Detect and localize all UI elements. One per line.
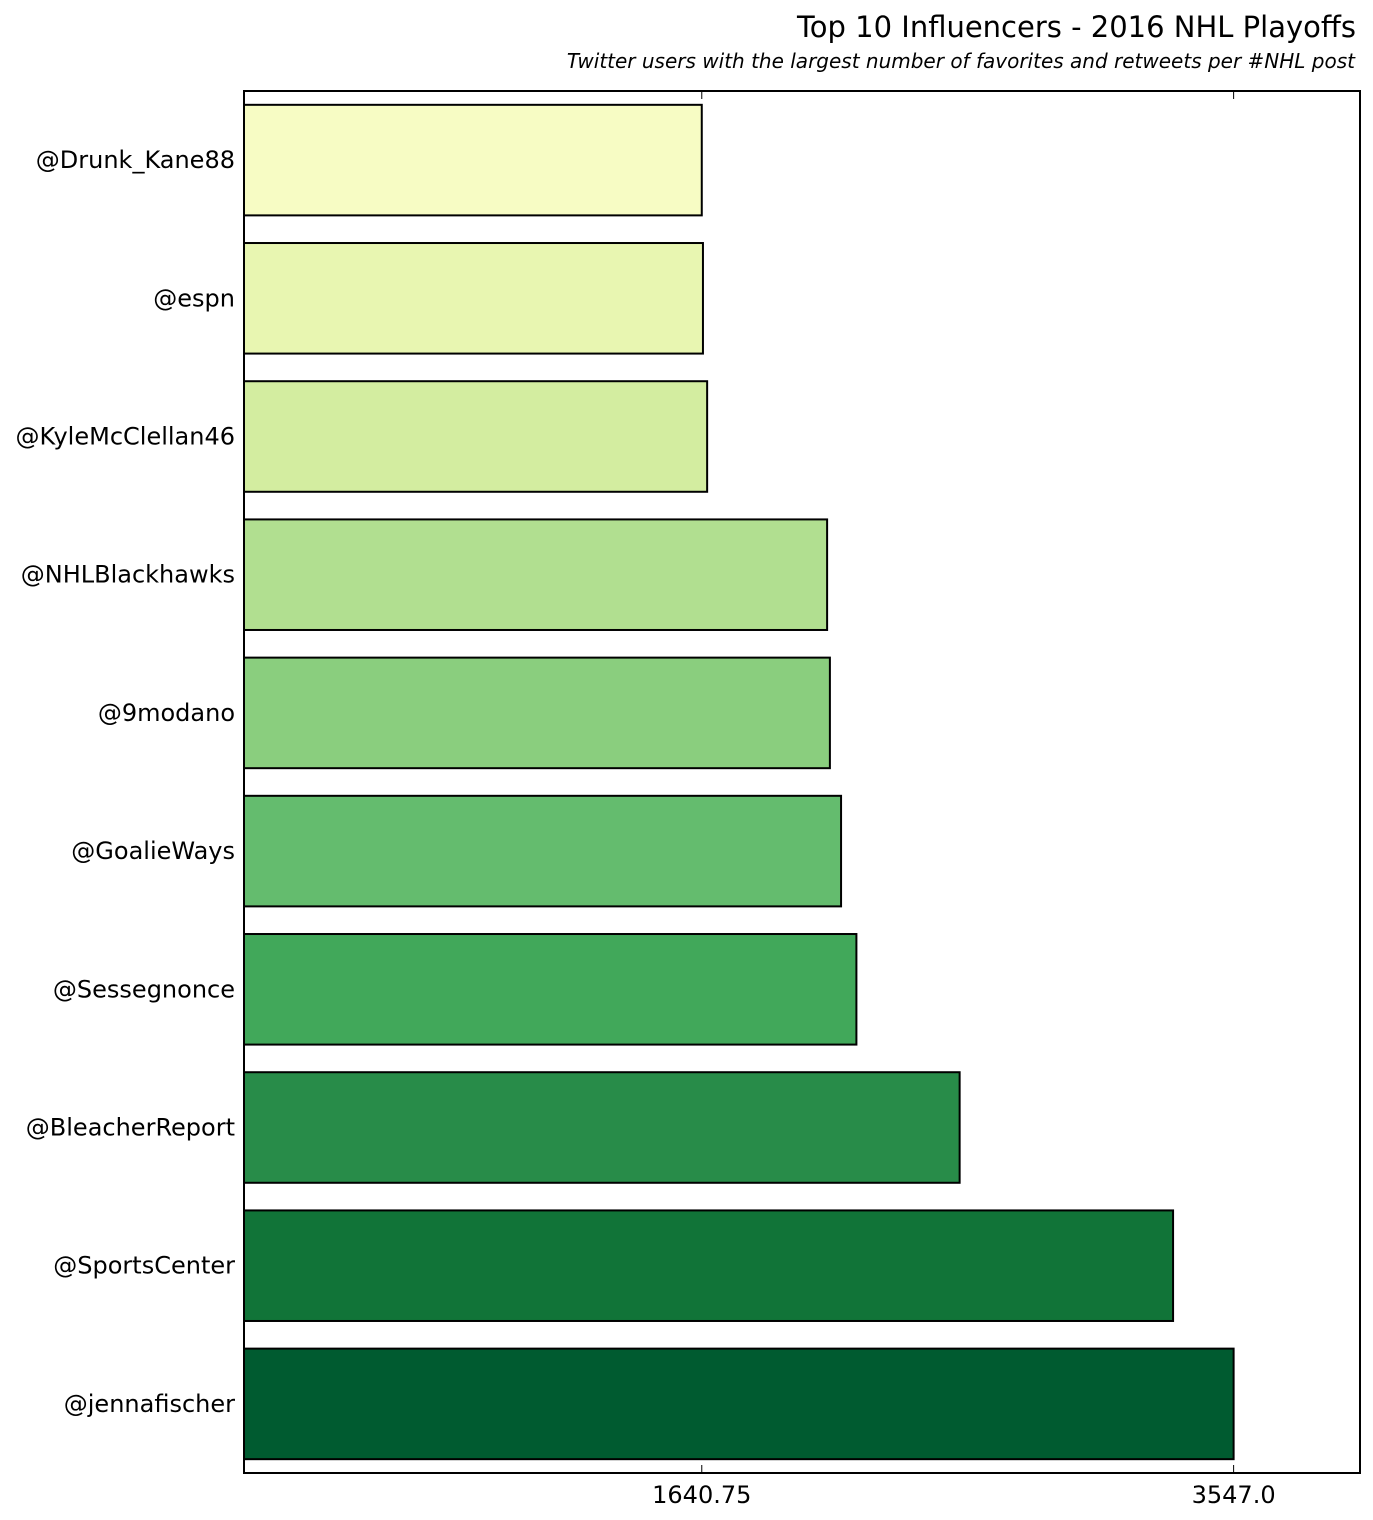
y-tick-label: @jennafischer bbox=[64, 1390, 235, 1418]
bar-sessegnonce bbox=[243, 933, 858, 1046]
y-tick-label: @Sessegnonce bbox=[53, 975, 235, 1003]
bar-drunk_kane88 bbox=[243, 103, 703, 217]
y-tick-label: @SportsCenter bbox=[53, 1252, 235, 1280]
bar-espn bbox=[243, 242, 704, 355]
chart-title: Top 10 Influencers - 2016 NHL Playoffs bbox=[796, 10, 1356, 44]
y-tick-label: @BleacherReport bbox=[26, 1114, 235, 1142]
chart-subtitle: Twitter users with the largest number of… bbox=[567, 49, 1356, 73]
bar-9modano bbox=[243, 656, 831, 770]
bar-jennafischer bbox=[243, 1347, 1235, 1461]
y-tick-label: @KyleMcClellan46 bbox=[15, 423, 235, 451]
bar-goalieways bbox=[243, 794, 843, 908]
y-tick-label: @9modano bbox=[98, 699, 235, 727]
x-axis-ticks: 1640.75 3547.0 bbox=[652, 91, 1276, 1509]
bar-nhlblackhawks bbox=[243, 518, 829, 631]
bar-kylemcclellan46 bbox=[243, 380, 709, 493]
y-tick-label: @Drunk_Kane88 bbox=[36, 146, 235, 174]
y-tick-label: @espn bbox=[153, 284, 235, 312]
x-tick-label: 1640.75 bbox=[652, 1481, 751, 1509]
x-tick-label: 3547.0 bbox=[1192, 1481, 1276, 1509]
y-tick-label: @NHLBlackhawks bbox=[21, 561, 235, 589]
bar-sportscenter bbox=[243, 1209, 1175, 1322]
plot-frame bbox=[243, 90, 1361, 1474]
y-axis-labels: @Drunk_Kane88 @espn @KyleMcClellan46 @NHLBl… bbox=[15, 146, 235, 1418]
y-tick-label: @GoalieWays bbox=[71, 837, 235, 865]
bar-bleacherreport bbox=[243, 1071, 961, 1184]
bars-group bbox=[243, 103, 1235, 1461]
